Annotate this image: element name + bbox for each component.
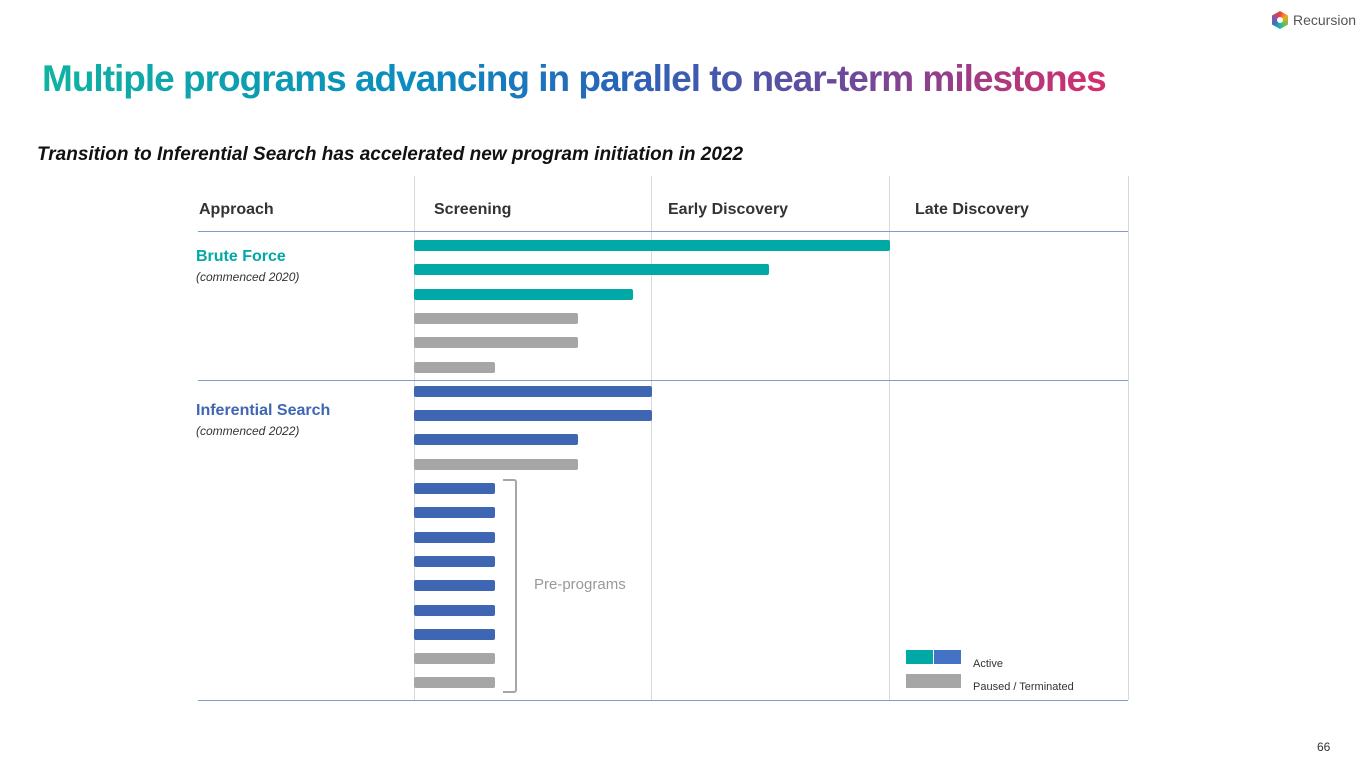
bar-2-active	[414, 264, 769, 276]
group-divider	[198, 380, 1128, 381]
bottom-line	[198, 700, 1128, 701]
legend-swatch-active-blue	[934, 650, 961, 664]
bar-15-active	[414, 580, 495, 592]
page-title: Multiple programs advancing in parallel …	[42, 58, 1107, 99]
bar-6-paused	[414, 361, 495, 373]
pre-programs-bracket	[503, 479, 517, 693]
stage-divider	[889, 176, 890, 700]
stage-divider	[651, 176, 652, 700]
bar-19-paused	[414, 677, 495, 689]
logo-hexagon-icon	[1272, 11, 1288, 29]
bar-14-active	[414, 555, 495, 567]
bar-8-active	[414, 410, 652, 422]
group-note-inferential-search: (commenced 2022)	[196, 424, 300, 438]
bar-7-active	[414, 385, 652, 397]
bar-18-paused	[414, 653, 495, 665]
bar-9-active	[414, 434, 579, 446]
legend-swatch-paused	[906, 674, 961, 688]
stage-header-early-discovery: Early Discovery	[668, 201, 789, 218]
group-label-brute-force: Brute Force	[196, 248, 286, 265]
bar-10-paused	[414, 458, 579, 470]
recursion-logo: Recursion	[1272, 11, 1356, 29]
bar-3-active	[414, 288, 633, 300]
bar-5-paused	[414, 337, 579, 349]
page-number: 66	[1317, 740, 1331, 754]
bar-1-active	[414, 240, 890, 251]
stage-divider	[1128, 176, 1129, 700]
bar-4-paused	[414, 312, 579, 324]
stage-header-late-discovery: Late Discovery	[915, 201, 1029, 218]
header-line	[198, 231, 1128, 232]
bar-11-active	[414, 483, 495, 494]
bar-17-active	[414, 628, 495, 640]
legend-swatch-active-teal	[906, 650, 933, 664]
bar-12-active	[414, 507, 495, 519]
pre-programs-annotation: Pre-programs	[534, 576, 626, 593]
group-note-brute-force: (commenced 2020)	[196, 270, 300, 284]
subtitle: Transition to Inferential Search has acc…	[37, 144, 744, 165]
group-label-inferential-search: Inferential Search	[196, 402, 331, 419]
legend-label-active: Active	[973, 658, 1003, 670]
bar-13-active	[414, 531, 495, 543]
stage-header-screening: Screening	[434, 201, 512, 218]
bar-16-active	[414, 604, 495, 616]
brand-name: Recursion	[1293, 12, 1357, 28]
legend-label-paused: Paused / Terminated	[973, 681, 1074, 693]
approach-header: Approach	[199, 201, 274, 218]
